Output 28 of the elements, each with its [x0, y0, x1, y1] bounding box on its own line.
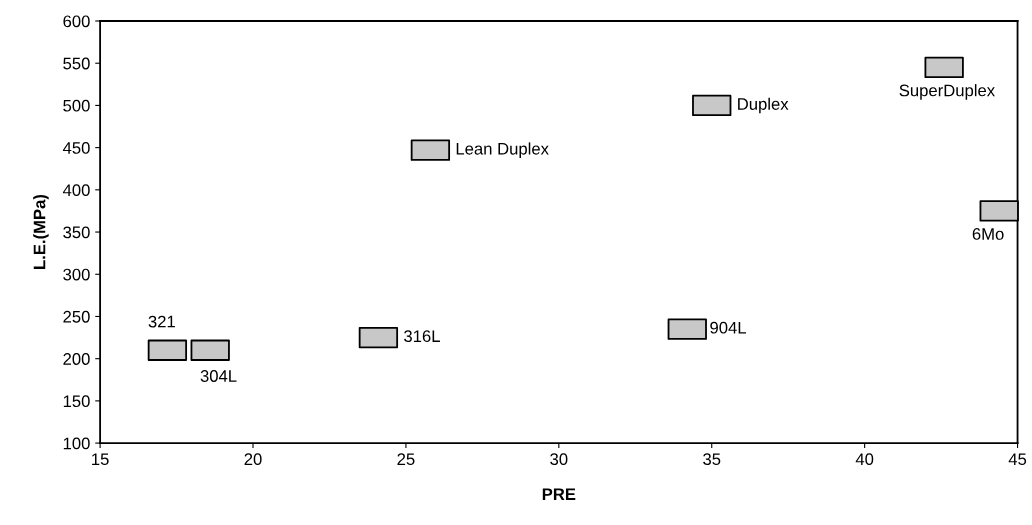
x-axis-title: PRE: [542, 488, 576, 500]
y-tick-label: 100: [63, 437, 90, 450]
y-tick-label: 300: [63, 268, 90, 281]
y-tick-label: 350: [63, 226, 90, 239]
annotation: 904L: [710, 321, 747, 334]
y-tick-label: 400: [62, 184, 90, 197]
annotation: SuperDuplex: [899, 84, 995, 100]
annotation: 304L: [200, 370, 237, 382]
annotation: 6Mo: [972, 228, 1004, 240]
annotation: 321: [148, 315, 175, 328]
y-tick-label: 250: [63, 310, 90, 323]
annotation: Duplex: [738, 97, 789, 114]
y-tick-label: 600: [63, 15, 90, 28]
x-tick-label: 25: [397, 453, 415, 466]
y-tick-label: 500: [63, 99, 90, 112]
x-tick-label: 40: [855, 453, 874, 466]
y-tick-label: 200: [63, 353, 90, 365]
x-tick-label: 30: [550, 453, 568, 466]
y-tick-label: 150: [63, 395, 90, 408]
x-tick-label: 35: [703, 453, 721, 466]
y-tick-label: 450: [62, 142, 90, 154]
y-tick-label: 550: [63, 57, 90, 70]
annotation: 316L: [404, 330, 440, 343]
x-tick-label: 15: [92, 453, 109, 466]
x-tick-label: 20: [244, 453, 262, 466]
x-tick-label: 45: [1008, 453, 1027, 466]
y-axis-title: L.E.(MPa): [33, 194, 49, 269]
annotation: Lean Duplex: [456, 142, 549, 158]
